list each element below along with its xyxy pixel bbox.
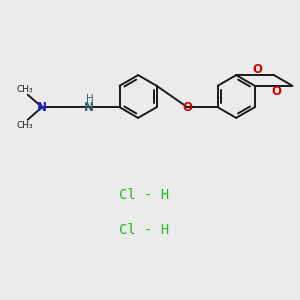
Text: O: O [182,101,192,114]
Text: Cl - H: Cl - H [119,188,169,202]
Text: CH₃: CH₃ [16,121,33,130]
Text: N: N [84,101,94,114]
Text: Cl - H: Cl - H [119,223,169,237]
Text: N: N [37,101,47,114]
Text: CH₃: CH₃ [16,85,33,94]
Text: O: O [253,63,262,76]
Text: H: H [86,94,93,104]
Text: O: O [271,85,281,98]
